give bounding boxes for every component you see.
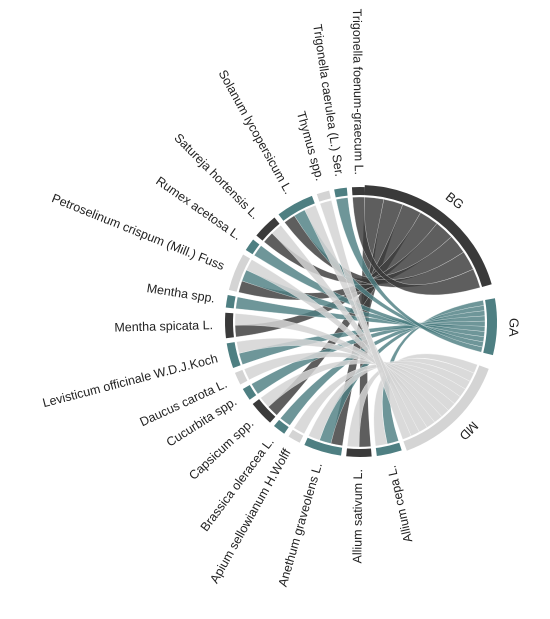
species-label: Satureja hortensis L. xyxy=(171,131,262,222)
species-arc xyxy=(245,239,260,255)
species-arc xyxy=(334,187,348,198)
ribbon-layer xyxy=(234,196,486,448)
ribbon-bg xyxy=(352,196,481,296)
species-arc xyxy=(256,217,280,241)
species-arc xyxy=(375,442,402,456)
species-arc xyxy=(288,429,304,443)
species-arc xyxy=(346,448,372,457)
species-label: Mentha spp. xyxy=(146,281,216,305)
arc-layer xyxy=(224,185,497,457)
group-arc-bg xyxy=(364,185,492,287)
species-arc xyxy=(273,419,289,434)
ribbon-ga xyxy=(235,296,486,332)
species-label: Anethum graveolens L. xyxy=(276,461,325,588)
species-arc xyxy=(224,312,234,339)
group-label-md: MD xyxy=(456,418,481,443)
species-arc xyxy=(278,195,315,221)
ribbon-md xyxy=(234,313,442,423)
ribbon-md xyxy=(271,225,428,433)
species-arc xyxy=(351,187,365,196)
ribbon-md xyxy=(246,259,435,428)
ribbon-md xyxy=(293,362,466,435)
species-arc xyxy=(252,399,276,423)
species-label: Mentha spicata L. xyxy=(114,318,213,335)
group-label-ga: GA xyxy=(506,318,522,338)
species-arc xyxy=(304,437,343,456)
species-arc xyxy=(228,254,251,292)
species-label: Thymus spp. xyxy=(294,110,327,183)
ribbon-ga xyxy=(335,197,483,353)
ribbon-md xyxy=(236,338,449,417)
ribbon-md xyxy=(260,359,461,408)
ribbon-md xyxy=(244,351,455,411)
species-arc xyxy=(242,385,257,400)
group-arc-ga xyxy=(483,298,497,356)
species-label: Trigonella foenum-graecum L. xyxy=(350,9,366,175)
species-arc xyxy=(316,190,331,202)
species-arc xyxy=(226,342,241,369)
group-arc-md xyxy=(403,365,489,451)
group-label-bg: BG xyxy=(443,189,467,212)
species-label: Allium cepa L. xyxy=(384,464,415,544)
species-arc xyxy=(234,369,248,385)
species-arc xyxy=(225,294,236,309)
ribbon-ga xyxy=(254,245,485,343)
species-label: Allium sativum L. xyxy=(350,469,365,564)
ribbon-md xyxy=(319,200,412,440)
